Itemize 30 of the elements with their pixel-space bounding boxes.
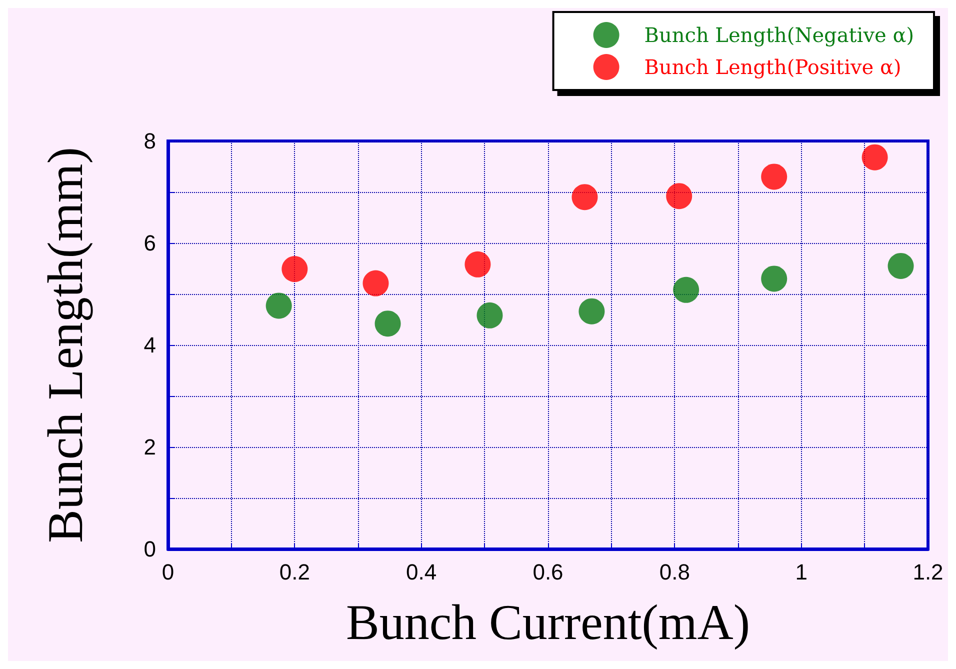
point bbox=[362, 270, 389, 296]
legend-label: Bunch Length(Positive α) bbox=[644, 55, 902, 79]
x-axis-title: Bunch Current(mA) bbox=[346, 594, 750, 650]
x-tick-label: 0.2 bbox=[279, 560, 310, 584]
point bbox=[282, 256, 308, 282]
point bbox=[862, 144, 888, 170]
x-tick-label: 0.4 bbox=[406, 560, 437, 584]
point bbox=[578, 298, 605, 324]
point bbox=[266, 292, 292, 319]
y-tick-label: 2 bbox=[144, 434, 156, 460]
legend-label: Bunch Length(Negative α) bbox=[644, 23, 914, 47]
y-tick-label: 8 bbox=[144, 128, 156, 154]
point bbox=[572, 184, 598, 210]
point bbox=[761, 266, 788, 292]
x-tick-label: 0 bbox=[162, 560, 174, 584]
y-tick-label: 6 bbox=[144, 230, 156, 256]
x-tick-label: 1.2 bbox=[912, 560, 944, 584]
x-tick-label: 0.8 bbox=[659, 560, 690, 584]
point bbox=[888, 252, 914, 279]
x-tick-label: 0.6 bbox=[532, 560, 564, 584]
point bbox=[374, 310, 401, 337]
point bbox=[666, 183, 692, 210]
y-axis-title: Bunch Length(mm) bbox=[37, 147, 93, 543]
point bbox=[673, 276, 700, 303]
y-tick-label: 4 bbox=[144, 332, 156, 358]
point bbox=[476, 302, 503, 328]
point bbox=[761, 164, 788, 190]
point bbox=[464, 251, 491, 278]
y-tick-label: 0 bbox=[144, 536, 156, 562]
x-tick-label: 1 bbox=[795, 560, 808, 584]
